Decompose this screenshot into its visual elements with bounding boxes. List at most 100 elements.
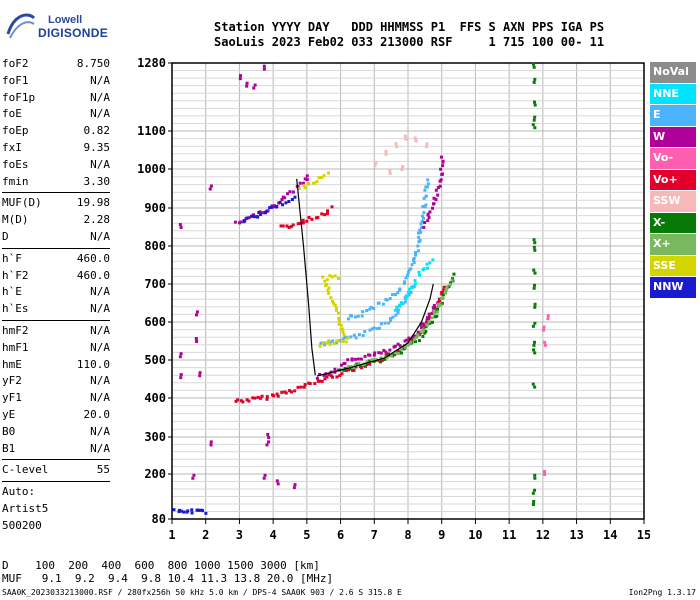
param-value: N/A	[90, 285, 110, 299]
echo-point	[398, 344, 402, 348]
echo-point	[396, 352, 400, 356]
y-tick-label: 500	[144, 353, 166, 367]
echo-point	[337, 322, 341, 326]
echo-point	[412, 257, 416, 261]
echo-point	[305, 219, 309, 223]
echo-point	[296, 185, 300, 189]
param-row: h`F2 460.0	[2, 268, 110, 285]
echo-point	[329, 296, 333, 300]
echo-point	[198, 374, 202, 378]
echo-point	[422, 225, 426, 229]
echo-point	[303, 186, 307, 190]
echo-point	[393, 308, 397, 312]
echo-point	[335, 339, 339, 343]
echo-point	[368, 307, 372, 311]
echo-point	[326, 209, 330, 213]
echo-point	[348, 367, 352, 371]
param-value: 460.0	[76, 251, 110, 265]
param-row: B1 N/A	[2, 441, 110, 458]
echo-point	[349, 365, 353, 369]
echo-point	[393, 351, 397, 355]
echo-point	[424, 194, 428, 198]
echo-point	[543, 470, 547, 473]
param-row: fxI 9.35	[2, 140, 110, 157]
echo-point	[287, 199, 291, 203]
echo-point	[352, 368, 356, 372]
param-value: N/A	[90, 340, 110, 354]
echo-point	[275, 479, 279, 483]
echo-point	[425, 323, 429, 327]
echo-point	[419, 322, 423, 326]
echo-point	[416, 249, 420, 253]
echo-point	[182, 510, 186, 514]
echo-point	[532, 286, 536, 290]
echo-point	[439, 155, 443, 159]
legend-entry: E	[650, 105, 696, 126]
echo-point	[414, 253, 418, 257]
param-row: D N/A	[2, 229, 110, 246]
echo-point	[179, 509, 183, 513]
echo-point	[209, 184, 213, 188]
echo-point	[239, 220, 243, 224]
echo-point	[172, 508, 176, 512]
param-row: Auto:	[2, 484, 110, 501]
echo-point	[333, 370, 337, 374]
legend-entry: Vo+	[650, 169, 696, 190]
echo-point	[364, 363, 368, 367]
echo-point	[330, 375, 334, 379]
echo-point	[533, 283, 537, 287]
echo-point	[283, 390, 287, 394]
echo-point	[323, 377, 327, 381]
echo-point	[357, 333, 361, 337]
echo-point	[256, 215, 260, 219]
echo-point	[190, 511, 194, 515]
echo-point	[385, 298, 389, 302]
echo-point	[403, 280, 407, 284]
echo-point	[422, 267, 426, 271]
echo-point	[372, 306, 376, 310]
echo-point	[321, 275, 325, 279]
muf-scale: MUF 9.1 9.2 9.4 9.8 10.4 11.3 13.8 20.0 …	[2, 572, 334, 585]
echo-point	[531, 62, 535, 66]
echo-point	[406, 271, 410, 275]
x-tick-label: 15	[637, 528, 650, 542]
echo-point	[426, 219, 430, 223]
y-tick-label: 80	[152, 512, 166, 526]
echo-point	[533, 305, 537, 309]
echo-point	[424, 325, 428, 329]
echo-point	[531, 491, 535, 495]
echo-point	[419, 330, 423, 334]
echo-point	[288, 190, 292, 194]
echo-point	[308, 382, 312, 386]
echo-point	[293, 483, 297, 487]
param-label: foEp	[2, 124, 29, 138]
echo-point	[312, 181, 316, 185]
echo-point	[377, 351, 381, 355]
echo-point	[245, 81, 249, 85]
echo-point	[532, 343, 536, 347]
echo-point	[351, 366, 355, 370]
echo-point	[333, 274, 337, 278]
echo-point	[251, 396, 255, 400]
echo-point	[315, 376, 319, 380]
echo-point	[327, 171, 331, 175]
echo-point	[532, 500, 536, 503]
echo-point	[532, 245, 536, 249]
y-tick-label: 600	[144, 315, 166, 329]
param-label: D	[2, 229, 9, 243]
echo-point	[238, 74, 242, 78]
echo-point	[384, 152, 388, 156]
echo-point	[533, 385, 537, 389]
param-value: N/A	[90, 90, 110, 104]
echo-point	[265, 397, 269, 401]
echo-point	[428, 261, 432, 265]
echo-point	[404, 276, 408, 280]
echo-point	[239, 399, 243, 403]
echo-point	[407, 293, 411, 297]
param-value: 9.35	[83, 140, 111, 154]
echo-point	[400, 351, 404, 355]
logo-swoosh-icon	[6, 13, 36, 39]
echo-point	[301, 221, 305, 225]
echo-point	[330, 205, 334, 209]
param-row: B0 N/A	[2, 424, 110, 441]
